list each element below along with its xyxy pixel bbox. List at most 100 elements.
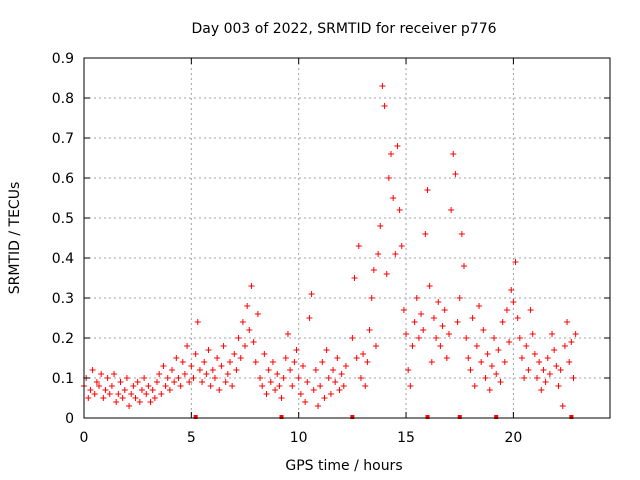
data-point [368, 295, 375, 301]
data-point [407, 383, 414, 389]
data-point [145, 383, 152, 389]
data-point [405, 367, 412, 373]
data-point [325, 375, 332, 381]
data-point [291, 359, 298, 365]
data-point [497, 379, 504, 385]
data-point [364, 359, 371, 365]
data-point [476, 303, 483, 309]
data-point [91, 391, 98, 397]
data-point [246, 327, 253, 333]
data-point [370, 267, 377, 273]
data-point [501, 359, 508, 365]
data-point [555, 383, 562, 389]
data-point [336, 387, 343, 393]
data-point [259, 383, 266, 389]
data-point [229, 383, 236, 389]
data-point [540, 367, 547, 373]
data-point [437, 343, 444, 349]
data-point [151, 395, 158, 401]
data-point [265, 367, 272, 373]
data-point [546, 371, 553, 377]
data-point [482, 375, 489, 381]
data-point [304, 379, 311, 385]
zero-value-marker [494, 415, 499, 419]
data-point [521, 375, 528, 381]
data-point [334, 355, 341, 361]
data-point [398, 243, 405, 249]
data-point [372, 343, 379, 349]
y-axis-label: SRMTID / TECUs [7, 182, 23, 295]
data-point [379, 83, 386, 89]
data-point [508, 287, 515, 293]
data-point [278, 395, 285, 401]
data-point [156, 371, 163, 377]
data-point [351, 275, 358, 281]
data-point [403, 331, 410, 337]
data-point [106, 391, 113, 397]
data-point [87, 387, 94, 393]
data-point [143, 391, 150, 397]
data-point [244, 303, 251, 309]
data-point [377, 223, 384, 229]
data-point [160, 363, 167, 369]
data-point [381, 103, 388, 109]
data-point [295, 375, 302, 381]
data-point [323, 347, 330, 353]
data-point [287, 367, 294, 373]
data-point [98, 371, 105, 377]
data-point [111, 371, 118, 377]
zero-value-marker [425, 415, 430, 419]
data-point [340, 383, 347, 389]
data-point [280, 375, 287, 381]
data-point [454, 319, 461, 325]
data-point [392, 251, 399, 257]
data-point [420, 327, 427, 333]
data-point [400, 307, 407, 313]
data-point [553, 363, 560, 369]
data-point [175, 375, 182, 381]
data-point [173, 355, 180, 361]
data-point [317, 383, 324, 389]
data-point [330, 367, 337, 373]
data-point [424, 187, 431, 193]
data-point [310, 387, 317, 393]
data-point [248, 283, 255, 289]
data-point [284, 331, 291, 337]
data-point [338, 371, 345, 377]
data-point [529, 331, 536, 337]
data-point [413, 295, 420, 301]
data-point [89, 367, 96, 373]
data-point [551, 347, 558, 353]
data-point [415, 335, 422, 341]
data-point [355, 243, 362, 249]
data-point [452, 171, 459, 177]
data-point [128, 391, 135, 397]
y-tick-label: 0.4 [52, 251, 74, 267]
data-point [188, 363, 195, 369]
data-point [433, 335, 440, 341]
data-point [564, 319, 571, 325]
data-point [252, 359, 259, 365]
data-point [538, 387, 545, 393]
data-point [467, 367, 474, 373]
data-point [463, 335, 470, 341]
data-point [196, 367, 203, 373]
data-point [192, 351, 199, 357]
data-point [113, 399, 120, 405]
data-point [411, 319, 418, 325]
y-tick-label: 0.7 [52, 131, 74, 147]
data-point [418, 311, 425, 317]
data-point [205, 347, 212, 353]
data-point [199, 379, 206, 385]
data-point [332, 379, 339, 385]
data-point [321, 395, 328, 401]
data-point [214, 355, 221, 361]
data-point [353, 355, 360, 361]
data-point [134, 379, 141, 385]
data-point [184, 343, 191, 349]
data-point [289, 383, 296, 389]
data-point [542, 379, 549, 385]
data-point [422, 231, 429, 237]
data-point [308, 291, 315, 297]
data-point [102, 387, 109, 393]
